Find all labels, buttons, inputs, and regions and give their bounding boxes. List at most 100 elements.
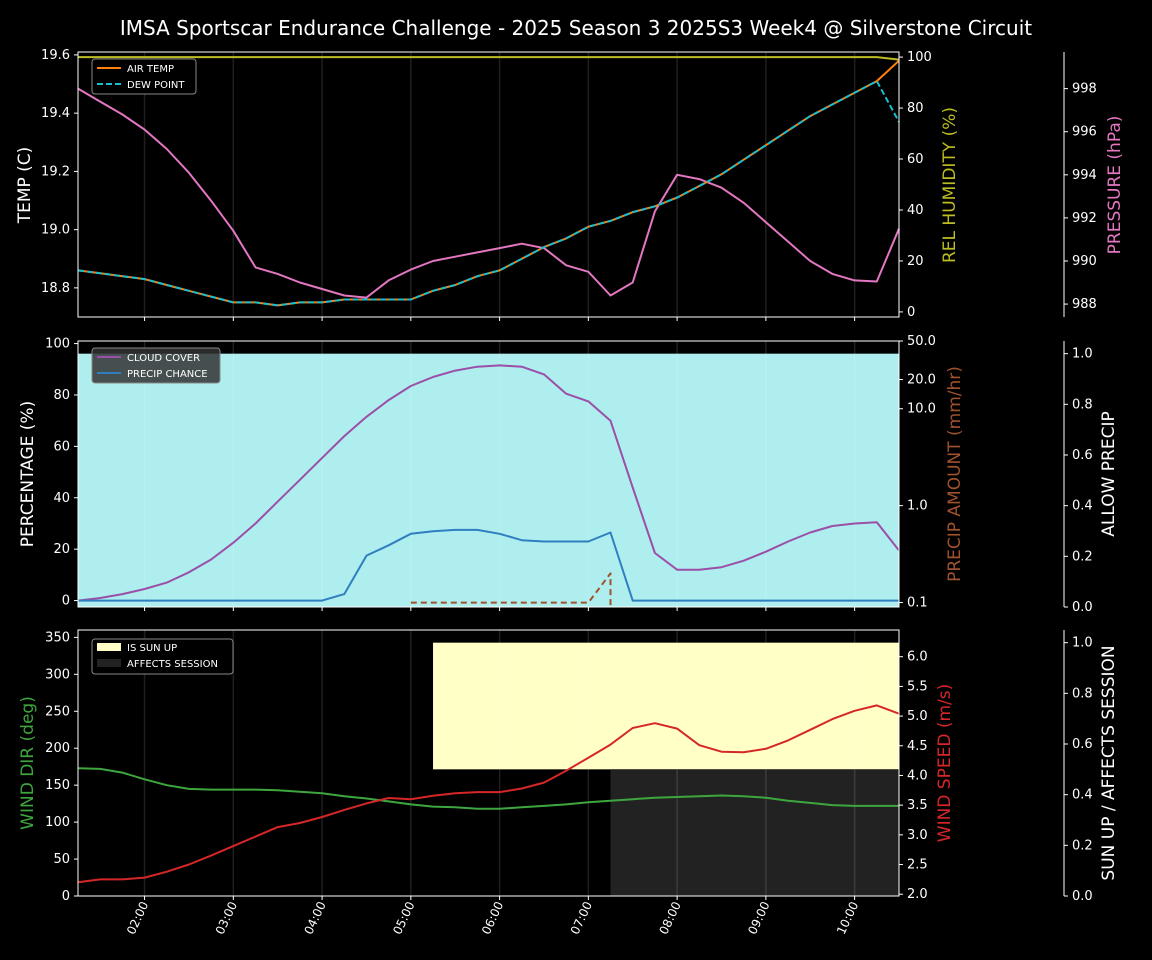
temp-tick-label: 19.6 xyxy=(41,48,70,63)
precip-amount-line xyxy=(410,572,612,607)
wind-dir-axis-label: WIND DIR (deg) xyxy=(18,696,38,830)
precip-amount-axis-label: PRECIP AMOUNT (mm/hr) xyxy=(945,366,965,582)
pressure-tick-label: 988 xyxy=(1072,297,1097,312)
percentage-tick-label: 40 xyxy=(53,491,70,506)
wind-speed-tick-label: 2.5 xyxy=(907,858,928,873)
pressure-tick-label: 998 xyxy=(1072,82,1097,97)
x-tick-label: 04:00 xyxy=(301,899,328,936)
allow-precip-axis-label: ALLOW PRECIP xyxy=(1099,411,1119,537)
wind-dir-tick-label: 150 xyxy=(45,778,70,793)
dew-point-line xyxy=(77,80,900,307)
temp-tick-label: 19.2 xyxy=(41,164,70,179)
sun-up-axis-label: SUN UP / AFFECTS SESSION xyxy=(1099,645,1119,880)
sun-up-tick-label: 1.0 xyxy=(1072,636,1093,651)
x-tick-label: 10:00 xyxy=(834,899,861,936)
cloud-cover-line xyxy=(77,364,900,602)
sun-up-tick-label: 0.2 xyxy=(1072,838,1093,853)
x-tick-label: 08:00 xyxy=(657,899,684,936)
sun-up-area xyxy=(433,642,899,770)
temperature-panel: 18.8 19.0 19.2 19.4 19.6 0 20 40 60 80 100 988 990 99… xyxy=(15,48,1125,320)
air-temp-line xyxy=(77,59,900,307)
allow-precip-tick-label: 0.8 xyxy=(1072,397,1093,412)
wind-speed-axis-label: WIND SPEED (m/s) xyxy=(935,684,955,842)
precip-amount-tick-label: 20.0 xyxy=(907,373,936,388)
legend-swatch-is-sun-up xyxy=(97,643,121,651)
temp-tick-label: 19.4 xyxy=(41,106,70,121)
pressure-axis-label: PRESSURE (hPa) xyxy=(1105,116,1125,255)
temp-tick-label: 18.8 xyxy=(41,281,70,296)
wind-speed-tick-label: 3.5 xyxy=(907,798,928,813)
x-tick-label: 02:00 xyxy=(124,899,151,936)
allow-precip-tick-label: 0.6 xyxy=(1072,448,1093,463)
wind-speed-tick-label: 5.5 xyxy=(907,679,928,694)
humidity-tick-label: 40 xyxy=(907,203,924,218)
allow-precip-tick-label: 1.0 xyxy=(1072,347,1093,362)
x-tick-label: 07:00 xyxy=(568,899,595,936)
allow-precip-tick-label: 0.2 xyxy=(1072,549,1093,564)
sun-up-tick-label: 0.8 xyxy=(1072,686,1093,701)
wind-speed-tick-label: 4.5 xyxy=(907,739,928,754)
wind-dir-tick-label: 250 xyxy=(45,704,70,719)
percentage-tick-label: 100 xyxy=(45,337,70,352)
legend-label-cloud-cover: CLOUD COVER xyxy=(127,353,200,364)
legend-label-is-sun-up: IS SUN UP xyxy=(127,643,177,654)
humidity-tick-label: 100 xyxy=(907,50,932,65)
sun-up-tick-label: 0.4 xyxy=(1072,788,1093,803)
wind-speed-tick-label: 4.0 xyxy=(907,768,928,783)
wind-legend: IS SUN UP AFFECTS SESSION xyxy=(91,638,234,675)
wind-speed-tick-label: 5.0 xyxy=(907,709,928,724)
percentage-axis-label: PERCENTAGE (%) xyxy=(18,401,38,547)
precip-amount-tick-label: 10.0 xyxy=(907,402,936,417)
legend-swatch-affects-session xyxy=(97,659,121,667)
wind-dir-tick-label: 0 xyxy=(62,889,70,904)
humidity-tick-label: 0 xyxy=(907,305,915,320)
legend-label-dew-point: DEW POINT xyxy=(127,80,185,91)
pressure-tick-label: 992 xyxy=(1072,211,1097,226)
allow-precip-tick-label: 0.4 xyxy=(1072,499,1093,514)
x-tick-label: 05:00 xyxy=(390,899,417,936)
percentage-tick-label: 80 xyxy=(53,388,70,403)
percentage-tick-label: 60 xyxy=(53,439,70,454)
wind-speed-tick-label: 2.0 xyxy=(907,887,928,902)
x-tick-label: 06:00 xyxy=(479,899,506,936)
precip-amount-tick-label: 50.0 xyxy=(907,334,936,349)
pressure-tick-label: 994 xyxy=(1072,168,1097,183)
precipitation-panel: 0 20 40 60 80 100 0.1 1.0 10.0 20.0 50.0 0.0 0.2 0.4 0… xyxy=(18,334,1119,615)
allow-precip-area xyxy=(78,353,899,607)
humidity-line xyxy=(78,56,900,61)
humidity-tick-label: 80 xyxy=(907,101,924,116)
legend-label-air-temp: AIR TEMP xyxy=(127,64,174,75)
allow-precip-tick-label: 0.0 xyxy=(1072,600,1093,615)
legend-label-precip-chance: PRECIP CHANCE xyxy=(127,369,208,380)
percentage-tick-label: 0 xyxy=(62,594,70,609)
humidity-tick-label: 20 xyxy=(907,254,924,269)
wind-speed-line xyxy=(77,704,900,884)
wind-dir-tick-label: 350 xyxy=(45,630,70,645)
humidity-tick-label: 60 xyxy=(907,152,924,167)
wind-speed-tick-label: 3.0 xyxy=(907,828,928,843)
wind-dir-line xyxy=(77,767,899,810)
humidity-axis-label: REL HUMIDITY (%) xyxy=(940,107,960,263)
sun-up-tick-label: 0.0 xyxy=(1072,889,1093,904)
temp-tick-label: 19.0 xyxy=(41,223,70,238)
pressure-line xyxy=(77,87,900,299)
legend-label-affects-session: AFFECTS SESSION xyxy=(127,659,218,670)
precipitation-legend: CLOUD COVER PRECIP CHANCE xyxy=(91,347,221,384)
pressure-tick-label: 996 xyxy=(1072,125,1097,140)
wind-dir-tick-label: 200 xyxy=(45,741,70,756)
precip-amount-tick-label: 0.1 xyxy=(907,596,928,611)
x-tick-label: 09:00 xyxy=(745,899,772,936)
wind-dir-tick-label: 50 xyxy=(53,852,70,867)
precip-chance-line xyxy=(78,528,899,602)
wind-dir-tick-label: 300 xyxy=(45,667,70,682)
wind-panel: 0 50 100 150 200 250 300 350 2.0 2.5 3.0 3.5 4.0 4.5 5… xyxy=(18,629,1119,904)
temperature-legend: AIR TEMP DEW POINT xyxy=(91,58,197,95)
wind-speed-tick-label: 6.0 xyxy=(907,650,928,665)
precip-amount-tick-label: 1.0 xyxy=(907,499,928,514)
x-tick-label: 03:00 xyxy=(213,899,240,936)
wind-dir-tick-label: 100 xyxy=(45,815,70,830)
temp-axis-label: TEMP (C) xyxy=(15,147,35,225)
pressure-tick-label: 990 xyxy=(1072,254,1097,269)
chart-title: IMSA Sportscar Endurance Challenge - 202… xyxy=(120,16,1032,40)
